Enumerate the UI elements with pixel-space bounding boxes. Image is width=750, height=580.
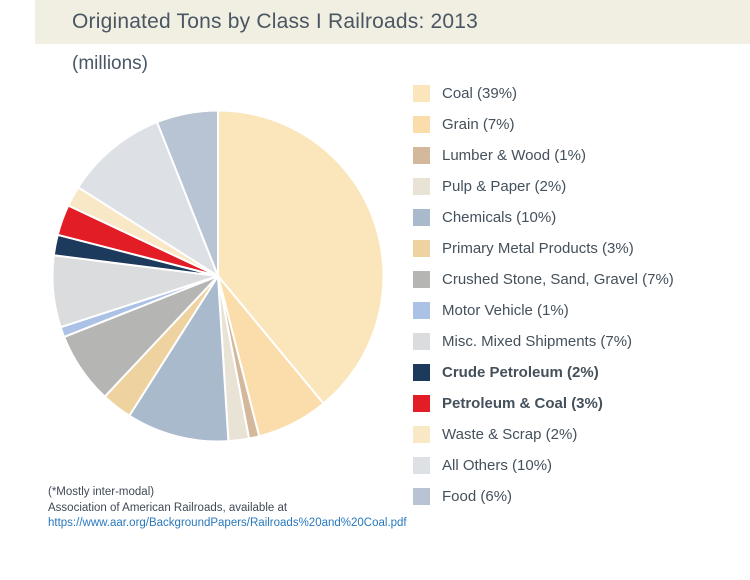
legend-swatch xyxy=(413,271,430,288)
legend-label: Petroleum & Coal (3%) xyxy=(442,395,603,412)
pie-slice-chemicals xyxy=(128,275,230,443)
legend-swatch xyxy=(413,178,430,195)
legend-label: Primary Metal Products (3%) xyxy=(442,240,634,257)
legend-item: Motor Vehicle (1%) xyxy=(413,295,743,326)
source-text: Association of American Railroads, avail… xyxy=(48,501,288,514)
pie-chart xyxy=(51,109,385,443)
legend-label: Pulp & Paper (2%) xyxy=(442,178,567,195)
legend-label: Crude Petroleum (2%) xyxy=(442,364,599,381)
legend-item: Primary Metal Products (3%) xyxy=(413,233,743,264)
legend-label: Coal (39%) xyxy=(442,85,518,102)
legend-swatch xyxy=(413,302,430,319)
legend-swatch xyxy=(413,147,430,164)
legend-label: Chemicals (10%) xyxy=(442,209,557,226)
legend-swatch xyxy=(413,395,430,412)
legend-label: Misc. Mixed Shipments (7%) xyxy=(442,333,633,350)
legend-item: Coal (39%) xyxy=(413,78,743,109)
legend-label: Grain (7%) xyxy=(442,116,515,133)
page-title: Originated Tons by Class I Railroads: 20… xyxy=(72,10,479,33)
pie-slice-food xyxy=(156,109,219,277)
legend-swatch xyxy=(413,209,430,226)
legend-swatch xyxy=(413,116,430,133)
source-link[interactable]: https://www.aar.org/BackgroundPapers/Rai… xyxy=(48,517,407,529)
legend-item: Lumber & Wood (1%) xyxy=(413,140,743,171)
legend-item: Chemicals (10%) xyxy=(413,202,743,233)
legend-item: Food (6%) xyxy=(413,481,743,512)
legend-item: Crude Petroleum (2%) xyxy=(413,357,743,388)
legend-item: All Others (10%) xyxy=(413,450,743,481)
legend-label: Motor Vehicle (1%) xyxy=(442,302,569,319)
legend-swatch xyxy=(413,488,430,505)
legend-swatch xyxy=(413,240,430,257)
legend-swatch xyxy=(413,426,430,443)
legend-label: Lumber & Wood (1%) xyxy=(442,147,586,164)
pie-chart-container xyxy=(51,109,385,443)
legend-swatch xyxy=(413,333,430,350)
legend-swatch xyxy=(413,364,430,381)
pie-slice-coal xyxy=(217,109,385,405)
legend-swatch xyxy=(413,457,430,474)
footer: (*Mostly inter-modal) Association of Ame… xyxy=(48,485,407,532)
legend-item: Waste & Scrap (2%) xyxy=(413,419,743,450)
legend-label: Crushed Stone, Sand, Gravel (7%) xyxy=(442,271,674,288)
legend-item: Pulp & Paper (2%) xyxy=(413,171,743,202)
legend-label: All Others (10%) xyxy=(442,457,553,474)
legend-item: Crushed Stone, Sand, Gravel (7%) xyxy=(413,264,743,295)
footnote: (*Mostly inter-modal) xyxy=(48,486,155,498)
pie-slice-all-others xyxy=(77,121,219,277)
legend-item: Misc. Mixed Shipments (7%) xyxy=(413,326,743,357)
legend: Coal (39%) Grain (7%) Lumber & Wood (1%) Pu… xyxy=(413,78,743,512)
legend-item: Petroleum & Coal (3%) xyxy=(413,388,743,419)
legend-item: Grain (7%) xyxy=(413,109,743,140)
header-bar: Originated Tons by Class I Railroads: 20… xyxy=(35,0,750,44)
legend-label: Food (6%) xyxy=(442,488,513,505)
legend-label: Waste & Scrap (2%) xyxy=(442,426,578,443)
chart-subtitle: (millions) xyxy=(72,53,148,74)
legend-swatch xyxy=(413,85,430,102)
